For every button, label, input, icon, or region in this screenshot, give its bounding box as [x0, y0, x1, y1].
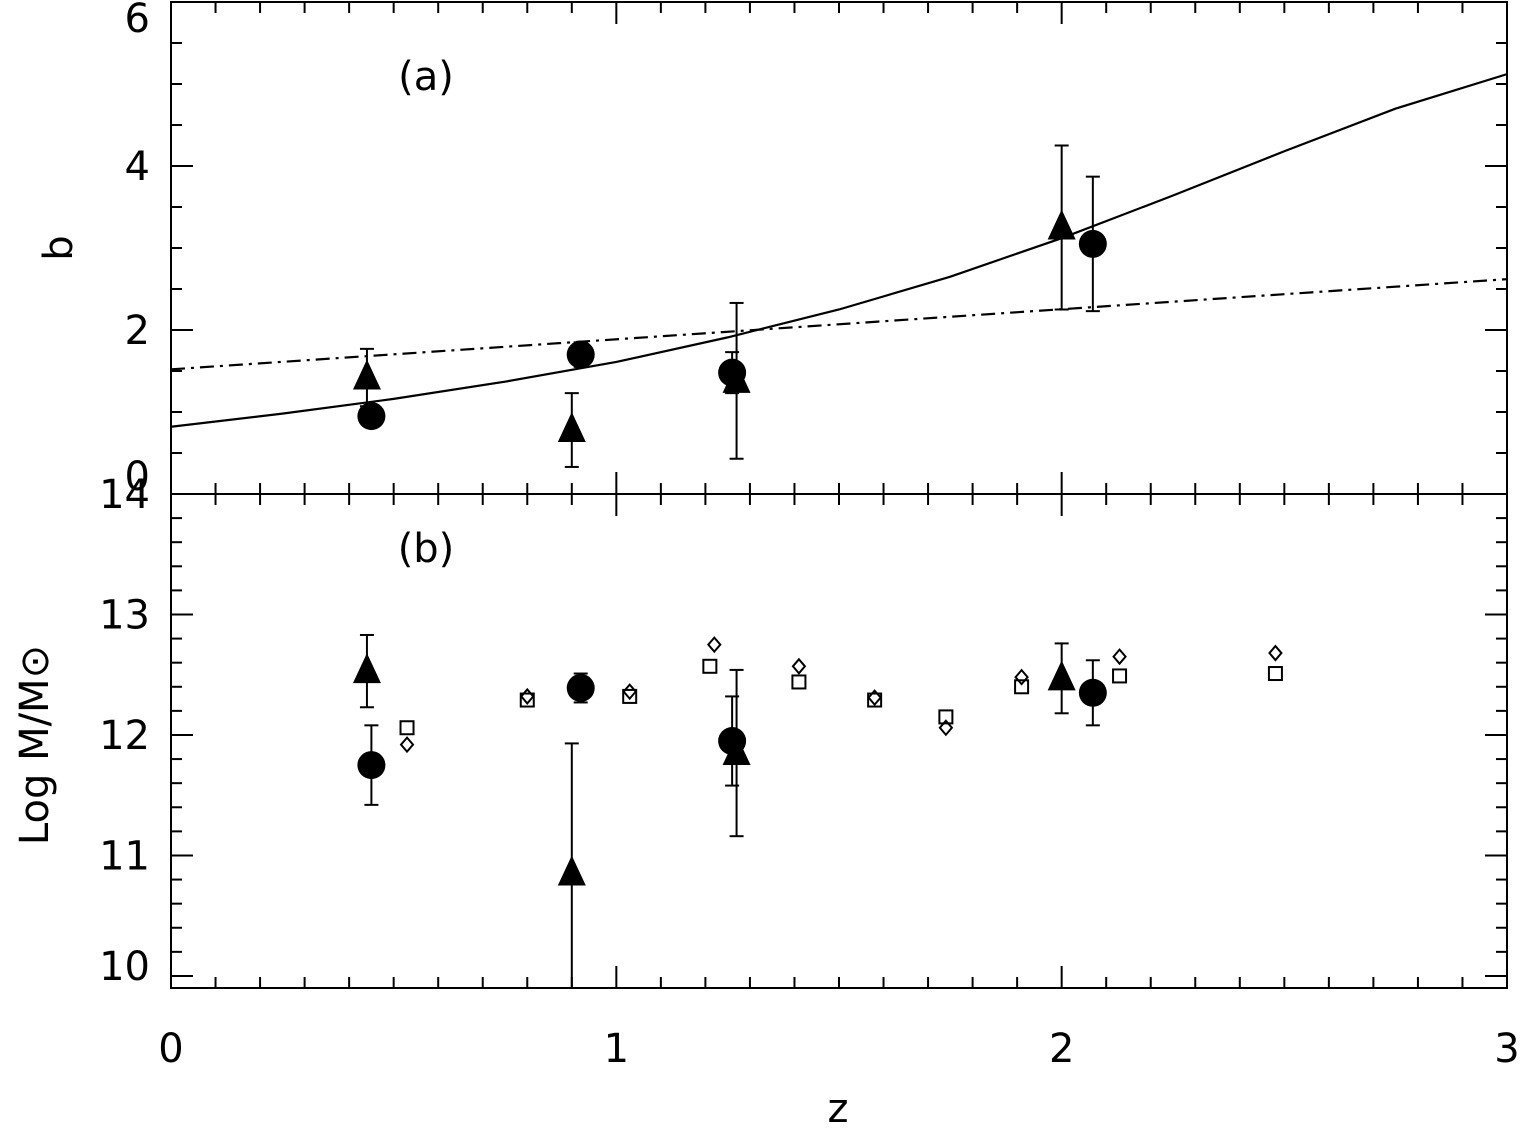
data-point-diamond: [1112, 648, 1127, 666]
data-point-diamond: [519, 687, 535, 705]
data-point-square: [938, 709, 954, 725]
data-point-square: [399, 720, 415, 736]
data-point-circle: [1078, 229, 1107, 258]
data-point-diamond: [706, 636, 722, 654]
y-tick-label: 4: [125, 144, 150, 190]
data-point-square: [1014, 679, 1030, 695]
data-point-triangle: [722, 362, 751, 393]
data-point-square: [702, 658, 718, 674]
curve-dash-dot: [171, 278, 1507, 371]
y-tick-label: 2: [125, 308, 150, 354]
plot-area-a: [171, 73, 1507, 468]
data-point-circle: [357, 402, 386, 431]
panel-b-label: (b): [398, 526, 455, 572]
data-point-triangle: [352, 359, 381, 390]
y-tick-label: 0: [125, 454, 150, 500]
data-point-square: [519, 692, 535, 708]
y-tick-label: 6: [125, 0, 150, 42]
y-tick-label: 14: [99, 472, 150, 518]
x-tick-label: 3: [1494, 1026, 1519, 1072]
data-point-triangle: [1047, 660, 1076, 691]
data-point-diamond: [867, 689, 882, 707]
data-point-triangle: [1047, 209, 1076, 240]
x-tick-label: 1: [604, 1026, 629, 1072]
data-point-diamond: [1268, 644, 1283, 662]
data-point-diamond: [938, 719, 954, 737]
data-point-triangle: [557, 855, 586, 886]
panel-a-label: (a): [398, 54, 454, 100]
y-tick-label: 12: [99, 713, 150, 759]
y-tick-label: 11: [99, 833, 150, 879]
plot-area-b: [352, 633, 1283, 988]
data-point-diamond: [622, 683, 638, 701]
data-point-triangle: [352, 653, 381, 684]
y-axis-title-b: Log M/M⊙: [12, 645, 58, 845]
data-point-triangle: [557, 412, 586, 443]
data-point-circle: [1078, 678, 1107, 707]
y-tick-label: 10: [99, 944, 150, 990]
x-tick-label: 2: [1049, 1026, 1074, 1072]
data-point-square: [791, 674, 807, 690]
data-point-diamond: [399, 736, 415, 754]
x-tick-label: 0: [158, 1026, 183, 1072]
data-point-circle: [566, 340, 595, 369]
curve-solid: [171, 73, 1507, 428]
data-point-square: [867, 692, 883, 708]
data-point-circle: [566, 673, 595, 702]
data-point-diamond: [791, 657, 807, 675]
data-point-square: [1267, 666, 1283, 682]
data-point-circle: [357, 751, 386, 780]
x-axis-title: z: [828, 1086, 849, 1129]
y-tick-label: 13: [99, 592, 150, 638]
panel-a: 0 2 4 6: [125, 0, 1508, 500]
data-point-diamond: [1014, 668, 1029, 686]
y-axis-title-a: b: [36, 235, 82, 260]
data-point-square: [622, 688, 638, 704]
data-point-square: [1112, 668, 1128, 684]
data-point-triangle: [722, 735, 751, 766]
